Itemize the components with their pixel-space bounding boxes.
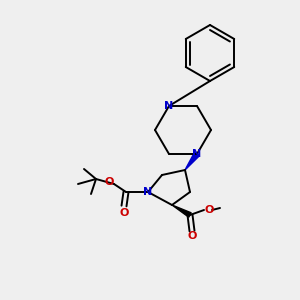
Text: N: N (143, 187, 153, 197)
Polygon shape (172, 205, 191, 217)
Text: N: N (164, 101, 174, 111)
Text: O: O (204, 205, 214, 215)
Text: O: O (119, 208, 129, 218)
Text: O: O (104, 177, 114, 187)
Text: N: N (192, 149, 202, 159)
Polygon shape (185, 152, 200, 170)
Text: O: O (187, 231, 197, 241)
